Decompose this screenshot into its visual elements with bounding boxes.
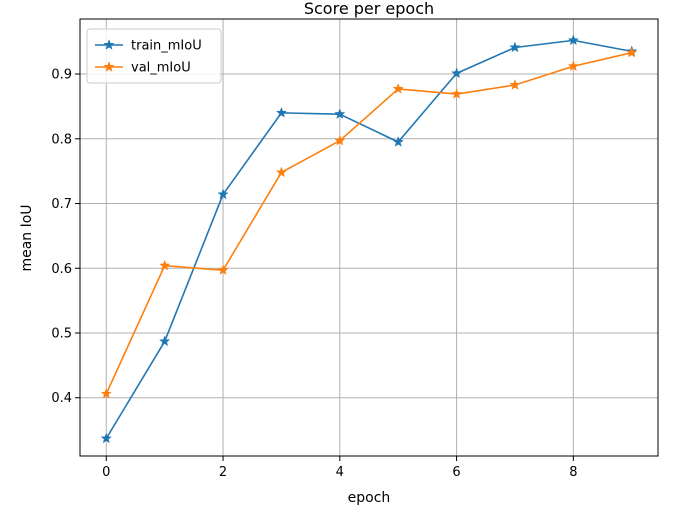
data-point bbox=[509, 79, 521, 90]
x-tick-label: 6 bbox=[452, 465, 460, 480]
data-point bbox=[217, 264, 229, 275]
x-tick-label: 8 bbox=[569, 465, 577, 480]
x-axis-label: epoch bbox=[348, 490, 391, 506]
series-line bbox=[105, 51, 632, 395]
data-point bbox=[567, 60, 579, 72]
y-tick-label: 0.8 bbox=[51, 132, 72, 147]
y-tick-label: 0.7 bbox=[51, 197, 72, 212]
legend-marker bbox=[103, 39, 115, 50]
y-tick-label: 0.9 bbox=[51, 68, 72, 83]
y-tick-label: 0.5 bbox=[51, 326, 72, 341]
data-point bbox=[275, 106, 288, 118]
x-tick-label: 2 bbox=[219, 465, 227, 480]
series-val_mIoU bbox=[100, 46, 638, 399]
data-point bbox=[217, 188, 229, 200]
data-point bbox=[100, 432, 112, 444]
legend-label: val_mIoU bbox=[131, 61, 191, 76]
legend-marker bbox=[103, 61, 115, 72]
legend: train_mIoU val_mIoU bbox=[86, 28, 222, 84]
x-tick-label: 4 bbox=[336, 465, 344, 480]
data-point bbox=[450, 88, 463, 99]
data-point bbox=[100, 387, 112, 399]
axis-ticks: 0 2 4 6 8 0.4 0.5 0.6 0.7 0.8 0.9 bbox=[51, 68, 577, 480]
y-tick-label: 0.4 bbox=[51, 391, 72, 406]
y-axis-label: mean IoU bbox=[19, 204, 35, 271]
data-point bbox=[392, 136, 404, 147]
y-tick-label: 0.6 bbox=[51, 262, 72, 277]
legend-box bbox=[86, 28, 222, 84]
plot-frame bbox=[79, 18, 659, 457]
series-train_mIoU bbox=[100, 34, 638, 444]
data-point bbox=[509, 41, 521, 53]
x-tick-label: 0 bbox=[102, 465, 110, 480]
data-point bbox=[159, 335, 171, 347]
chart-title: Score per epoch bbox=[304, 0, 434, 18]
data-point bbox=[567, 34, 579, 46]
data-point bbox=[392, 83, 404, 94]
data-point bbox=[334, 134, 346, 146]
series-layer bbox=[100, 34, 638, 444]
data-point bbox=[159, 259, 171, 271]
data-point bbox=[626, 46, 638, 58]
legend-label: train_mIoU bbox=[131, 39, 202, 54]
data-point bbox=[334, 108, 346, 119]
series-line bbox=[105, 39, 632, 439]
grid bbox=[80, 19, 658, 456]
data-point bbox=[450, 67, 463, 79]
data-point bbox=[275, 166, 288, 178]
